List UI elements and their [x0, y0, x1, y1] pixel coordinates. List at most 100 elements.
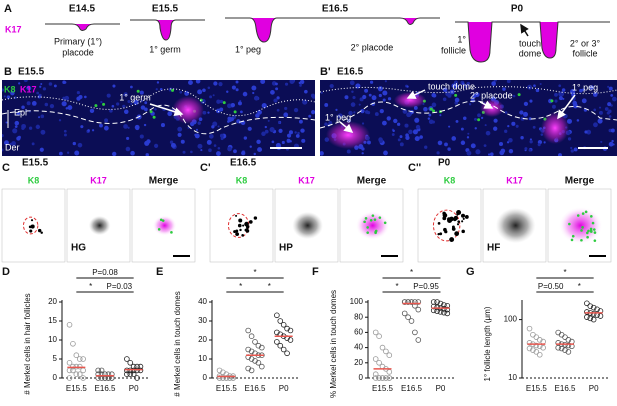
- k17-signal: [558, 206, 603, 245]
- nucleus: [573, 147, 578, 152]
- data-point: [526, 340, 533, 346]
- nucleus: [393, 118, 398, 124]
- k8-cell: [366, 231, 369, 234]
- y-tick-label: 0: [203, 373, 208, 382]
- nucleus: [368, 93, 372, 97]
- nucleus: [240, 110, 243, 114]
- data-point: [137, 367, 144, 374]
- nucleus: [227, 146, 232, 152]
- x-tick-label: E15.5: [216, 384, 237, 393]
- nucleus: [264, 129, 269, 134]
- nucleus: [608, 86, 613, 91]
- nucleus: [437, 140, 443, 146]
- y-axis-label: # Merkel cells in hair follicles: [23, 293, 32, 394]
- panel-label: C': [200, 162, 211, 174]
- nucleus: [4, 140, 9, 146]
- data-point: [76, 356, 83, 362]
- panel-a: A K17 E14.5 Primary (1°) placode E15.5 1…: [4, 3, 610, 63]
- structure-label: HG: [71, 243, 86, 254]
- nucleus: [53, 84, 57, 88]
- nucleus: [84, 95, 87, 99]
- nucleus: [91, 129, 95, 132]
- nucleus: [324, 122, 328, 126]
- nucleus: [581, 98, 587, 104]
- nucleus: [484, 124, 487, 127]
- panel-label: D: [2, 266, 10, 278]
- nucleus: [504, 129, 508, 133]
- outline: [432, 209, 461, 242]
- k8-cell: [245, 224, 250, 229]
- nucleus: [463, 116, 467, 120]
- y-tick-label: 5: [53, 354, 58, 363]
- k8-cell: [591, 221, 595, 225]
- data-point: [584, 300, 590, 307]
- nucleus: [570, 146, 573, 150]
- k8-cell: [237, 223, 242, 228]
- nucleus: [144, 140, 150, 146]
- arrow: [149, 103, 184, 117]
- nucleus: [64, 95, 70, 101]
- y-tick-label: 10: [198, 354, 207, 363]
- nucleus: [308, 114, 312, 118]
- k8-cell: [171, 88, 175, 92]
- nucleus: [111, 104, 115, 108]
- k8-cell: [576, 214, 580, 217]
- nucleus: [415, 124, 421, 130]
- y-tick-label: 15: [48, 316, 57, 325]
- k8-cell: [364, 217, 368, 220]
- nucleus: [122, 104, 126, 109]
- panel-b-prime: B' E16.5 touch dome 2° placode 1° peg 1°…: [319, 66, 617, 156]
- k8-cell: [233, 110, 237, 114]
- nucleus: [448, 125, 451, 128]
- nucleus: [103, 125, 109, 131]
- k8-cell: [454, 231, 460, 237]
- data-point: [562, 334, 568, 340]
- data-point: [280, 321, 287, 328]
- nucleus: [184, 91, 190, 96]
- panel-label: F: [312, 266, 319, 278]
- data-point: [587, 303, 594, 309]
- nucleus: [18, 82, 21, 85]
- nucleus: [261, 131, 266, 137]
- k8-cell: [464, 215, 469, 219]
- nucleus: [515, 124, 519, 128]
- nucleus: [49, 104, 55, 109]
- nucleus: [558, 84, 562, 88]
- data-point: [565, 337, 572, 343]
- k8-cell: [456, 223, 460, 226]
- nucleus: [402, 109, 408, 114]
- data-point: [230, 375, 236, 381]
- data-point: [95, 371, 101, 378]
- nucleus: [74, 150, 80, 156]
- nucleus: [384, 80, 387, 83]
- nucleus: [406, 112, 412, 118]
- nucleus: [177, 126, 183, 132]
- k17-signal: [394, 92, 426, 108]
- nucleus: [378, 93, 382, 98]
- data-point: [594, 306, 600, 313]
- nucleus: [300, 128, 305, 133]
- k8-cell: [447, 217, 451, 222]
- k8-cell: [550, 99, 554, 103]
- k8-cell: [456, 213, 459, 216]
- data-point: [530, 347, 536, 353]
- channel-label: K8: [444, 175, 456, 185]
- data-point: [408, 318, 415, 324]
- nucleus: [460, 127, 464, 131]
- stain-label: K17: [5, 24, 22, 34]
- nucleus: [532, 125, 536, 129]
- nucleus: [329, 83, 334, 89]
- nucleus: [123, 124, 128, 129]
- data-point: [386, 352, 393, 359]
- k8-cell: [371, 214, 375, 217]
- nucleus: [38, 116, 41, 119]
- data-point: [530, 331, 536, 338]
- nucleus: [328, 120, 333, 125]
- k8-cell: [30, 219, 34, 222]
- charts: D # Merkel cells in hair follicles 0 5 10 15 2…: [2, 266, 608, 398]
- significance-label: *: [89, 282, 92, 291]
- nucleus: [493, 118, 498, 123]
- nucleus: [406, 85, 409, 88]
- k8-cell: [581, 212, 585, 215]
- nucleus: [26, 101, 31, 106]
